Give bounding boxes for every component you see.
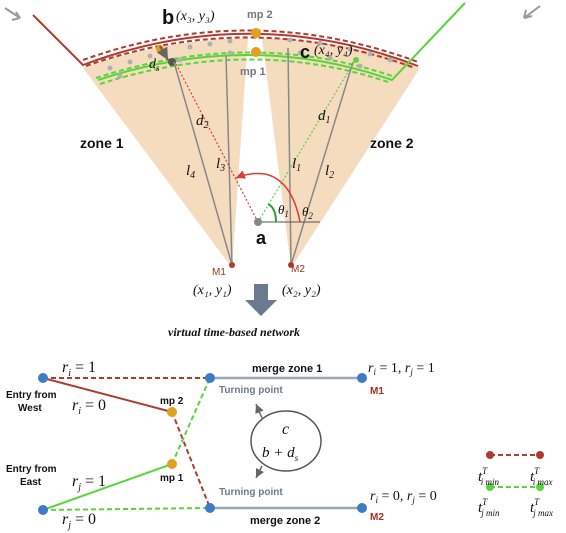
transform-arrow (245, 284, 277, 316)
entry-west-line1: Entry from (6, 390, 57, 401)
mz1-end-node (357, 373, 367, 383)
d2-label: d2 (196, 113, 209, 131)
zone-2-label: zone 2 (370, 135, 414, 151)
mp1-node (167, 459, 177, 469)
d1-line (257, 61, 355, 223)
cb-ellipse (250, 410, 322, 472)
turning-point-1-label: Turning point (219, 385, 283, 396)
west-inflow-arrow (4, 7, 21, 21)
mp2-bottom-label: mp 2 (160, 396, 184, 407)
m2-top-label: M2 (291, 264, 305, 275)
east-dashed-to-mz2 (42, 507, 211, 511)
red-angle-arc (235, 170, 301, 223)
merge-zone-1-label: merge zone 1 (252, 363, 322, 375)
l2-line (290, 61, 354, 266)
l3-line (225, 55, 233, 266)
west-dashed-to-mz2 (171, 411, 211, 509)
m1-coords: (x₁, y₁) (193, 283, 232, 298)
point-b-coords: (x₃, y₃) (176, 9, 215, 24)
caption: virtual time-based network (168, 325, 300, 339)
merge-zone-2-label: merge zone 2 (250, 515, 320, 527)
mp1-dot (251, 47, 261, 57)
east-entry-node (38, 505, 48, 515)
ri-eq-0-label: ri = 0 (72, 397, 106, 417)
legend-east-end (536, 483, 544, 491)
mz2-end-node (357, 503, 367, 513)
m1-top-label: M1 (212, 267, 226, 278)
theta2-label: θ2 (302, 204, 313, 221)
point-a-label: a (256, 228, 267, 248)
mz1-start-node (205, 373, 215, 383)
m2-coords: (x₂, y₂) (282, 283, 321, 298)
right-top-label: ri = 1, rj = 1 (368, 361, 435, 377)
west-road (32, 14, 419, 67)
m2-bottom-label: M2 (370, 512, 384, 523)
east-solid-edge (42, 463, 173, 511)
l4-line (173, 61, 233, 266)
l1-label: l1 (292, 156, 301, 174)
d1-label: d1 (318, 108, 331, 126)
entry-west-line2: West (18, 403, 42, 414)
turning-arrow-down (255, 465, 265, 479)
rj-eq-1-label: rj = 1 (72, 473, 106, 493)
east-arc-dashed-1 (95, 51, 393, 79)
zone-1-wedge (83, 38, 248, 268)
point-c-coords: (x₄, y₄) (314, 43, 353, 58)
ds-arrow (156, 45, 169, 61)
mp2-node (167, 407, 177, 417)
point-a-dot (254, 218, 262, 226)
ri-eq-1-label: ri = 1 (62, 359, 96, 379)
entry-east-line1: Entry from (6, 464, 57, 475)
zone-2-wedge (262, 38, 420, 268)
legend-t-i-min: tT i min (478, 466, 499, 487)
point-b-label: b (162, 7, 174, 29)
theta1-arc (267, 203, 277, 223)
entry-east-line2: East (20, 477, 42, 488)
l3-label: l3 (216, 156, 225, 174)
l2-label: l2 (325, 163, 334, 181)
mp1-top-label: mp 1 (240, 66, 266, 78)
legend-west-start (486, 451, 494, 459)
west-arc-dashed-1 (82, 29, 419, 63)
mp2-dot (251, 28, 261, 38)
m1-bottom-label: M1 (370, 386, 384, 397)
m2-dot (288, 262, 294, 268)
mp1-bottom-label: mp 1 (160, 473, 184, 484)
turning-point-2-label: Turning point (219, 487, 283, 498)
ellipse-b-label: b + ds (262, 445, 299, 463)
legend-t-j-min: tT j min (478, 497, 500, 518)
right-bottom-label: ri = 0, rj = 0 (370, 489, 437, 505)
point-c-label: c (300, 42, 310, 62)
legend-east-start (486, 483, 494, 491)
east-arc-dashed-2 (99, 58, 389, 85)
l4-label: l4 (186, 163, 195, 181)
legend: tT i min tT i max tT j min tT j max (478, 451, 553, 518)
legend-west-end (536, 451, 544, 459)
mp2-top-label: mp 2 (247, 9, 273, 21)
arc-dots (107, 37, 393, 79)
c-dot (353, 57, 359, 63)
d2-line (175, 63, 259, 223)
l1-line (287, 47, 292, 266)
legend-t-j-max: tT j max (530, 497, 553, 518)
west-entry-node (38, 373, 48, 383)
east-dashed-to-mz1 (171, 377, 211, 465)
zone-1-label: zone 1 (80, 135, 124, 151)
ds-label: ds (149, 57, 160, 73)
theta1-label: θ1 (278, 202, 289, 219)
legend-t-i-max: tT i max (530, 466, 552, 487)
east-inflow-arrow (523, 5, 541, 19)
mz2-start-node (205, 503, 215, 513)
turning-arrow-up (255, 403, 264, 419)
ellipse-c-label: c (282, 421, 289, 438)
rj-eq-0-label: rj = 0 (62, 511, 96, 531)
m1-dot (229, 262, 235, 268)
west-solid-edge (42, 377, 173, 413)
